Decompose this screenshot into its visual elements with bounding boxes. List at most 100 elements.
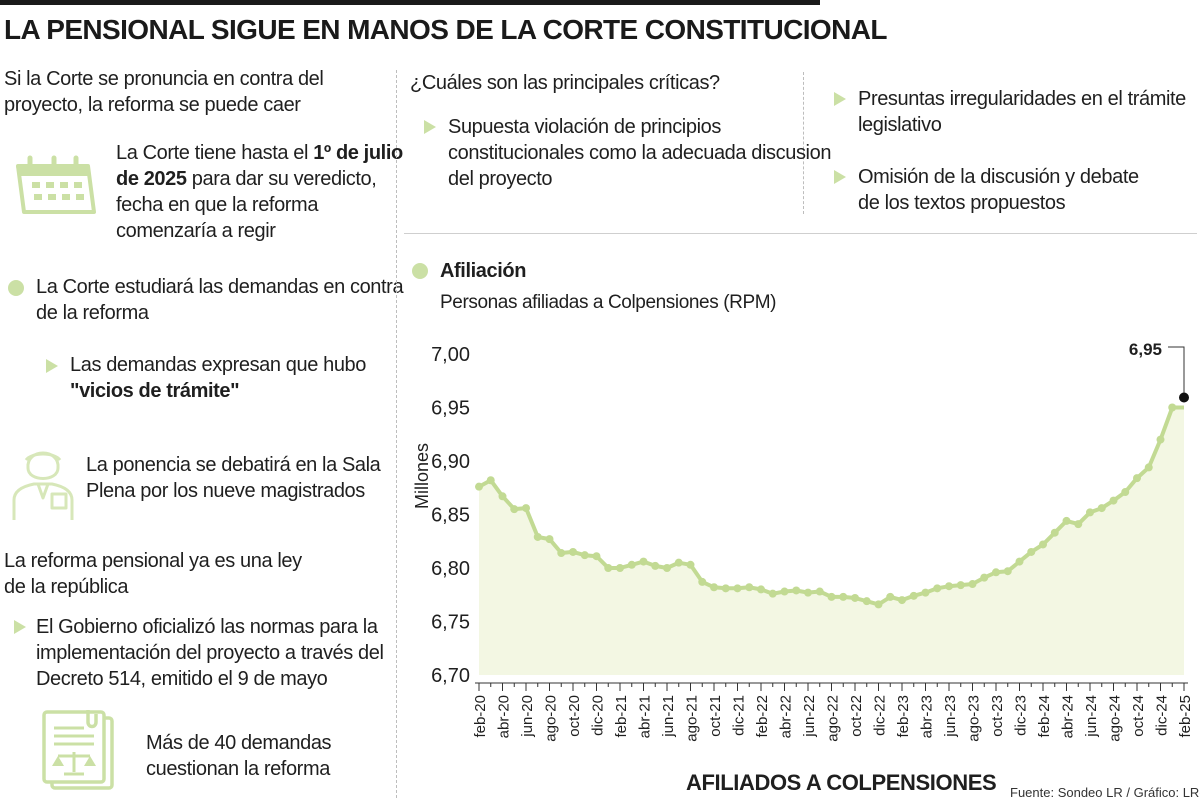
annotation-point [1179,392,1189,403]
y-tick-label: 6,80 [431,558,470,580]
x-axis-title: AFILIADOS A COLPENSIONES [686,770,997,795]
study-line1: La Corte estudiará las demandas en contr… [36,276,404,298]
critica-2-line1: Presuntas irregularidades en el trámite [858,88,1186,110]
data-point [1003,567,1012,576]
data-point [980,573,989,582]
data-point [945,582,953,591]
annotation-leader [1168,346,1185,398]
gov-line1: El Gobierno oficializó las normas para l… [36,616,378,638]
x-tick-label: abr-23 [919,695,936,738]
deadline-text: La Corte tiene hasta el 1º de julio de 2… [116,140,403,244]
deadline-line4: comenzaría a regir [116,220,276,242]
data-point [792,586,801,595]
area-fill [479,407,1184,675]
x-tick-label: dic-22 [872,695,889,736]
data-point [674,558,683,567]
x-tick-label: dic-21 [731,695,748,736]
y-tick-label: 6,95 [431,398,470,420]
ponencia-line1: La ponencia se debatirá en la Sala [86,454,381,476]
data-point [956,581,965,590]
data-point [968,580,977,589]
deadline-line1: La Corte tiene hasta el [116,142,314,164]
data-point [886,592,895,601]
data-point [1050,528,1059,537]
heading-ley: La reforma pensional ya es una ley de la… [4,548,302,600]
y-axis-label: Millones [412,443,432,509]
data-point [898,596,906,605]
data-point [1144,463,1153,472]
critica-3: Omisión de la discusión y debate de los … [858,164,1139,216]
x-tick-label: jun-23 [942,695,959,738]
y-tick-label: 6,90 [431,451,470,473]
data-point [874,600,883,609]
gov-line3: Decreto 514, emitido el 9 de mayo [36,668,328,690]
data-point [698,577,707,586]
demand-text: Las demandas expresan que hubo "vicios d… [70,352,366,404]
data-point [1109,496,1118,505]
gov-text: El Gobierno oficializó las normas para l… [36,614,384,692]
deadline-line2: para dar su veredicto, [186,168,377,190]
magistrate-icon [8,438,78,527]
count-text: Más de 40 demandas cuestionan la reforma [146,730,332,782]
x-tick-label: feb-21 [613,695,630,738]
data-point [839,592,848,601]
deadline-line3: fecha en que la reforma [116,194,319,216]
x-tick-label: ago-20 [543,695,560,742]
heading-corte-line1: Si la Corte se pronuncia en contra del [4,68,324,90]
chart-title: Afiliación [440,260,527,282]
y-tick-label: 6,85 [431,505,470,527]
data-point [745,583,754,592]
x-tick-label: feb-20 [472,695,489,738]
top-rule [0,0,820,5]
heading-ley-line1: La reforma pensional ya es una ley [4,550,302,572]
x-tick-label: oct-23 [989,695,1006,737]
data-point [1015,557,1024,566]
x-tick-label: ago-21 [684,695,701,742]
data-point [651,561,660,570]
x-tick-label: abr-20 [496,695,513,738]
data-point [510,505,519,514]
data-point [733,584,742,593]
data-point [592,552,601,561]
data-point [486,476,495,485]
data-point [627,560,636,569]
x-tick-label: oct-24 [1130,695,1147,737]
data-point [686,560,695,569]
x-tick-label: feb-25 [1177,695,1194,738]
bullet-triangle-icon [834,170,846,184]
data-point [721,584,730,593]
data-point [1027,547,1036,556]
data-point [1062,516,1071,525]
heading-ley-line2: de la república [4,576,129,598]
x-tick-label: abr-21 [637,695,654,738]
source-note: Fuente: Sondeo LR / Gráfico: LR-AA [1010,785,1200,800]
criticas-divider [803,72,804,214]
critica-2-line2: legislativo [858,114,942,136]
data-point [992,568,1000,577]
x-tick-label: jun-24 [1083,695,1100,738]
study-line2: de la reforma [36,302,149,324]
page-title: LA PENSIONAL SIGUE EN MANOS DE LA CORTE … [4,14,887,45]
bullet-triangle-icon [834,92,846,106]
bullet-triangle-icon [424,120,436,134]
deadline-year-bold: de 2025 [116,168,187,190]
x-tick-label: abr-24 [1060,695,1077,738]
data-point [1156,435,1165,444]
ponencia-text: La ponencia se debatirá en la Sala Plena… [86,452,381,504]
data-point [475,482,483,491]
data-point [522,504,530,513]
criticas-heading: ¿Cuáles son las principales críticas? [410,72,720,94]
data-point [663,564,671,572]
critica-1-line1: Supuesta violación de principios [448,116,721,138]
document-scale-icon [40,710,120,797]
calendar-icon [10,152,98,223]
legend-dot [412,263,428,279]
data-point [1086,508,1094,517]
section-divider [404,233,1197,234]
data-point [545,535,554,544]
critica-1-line2: constitucionales como la adecuada discus… [448,142,832,164]
data-point [757,585,765,594]
data-point [815,587,824,596]
data-point [933,584,942,593]
